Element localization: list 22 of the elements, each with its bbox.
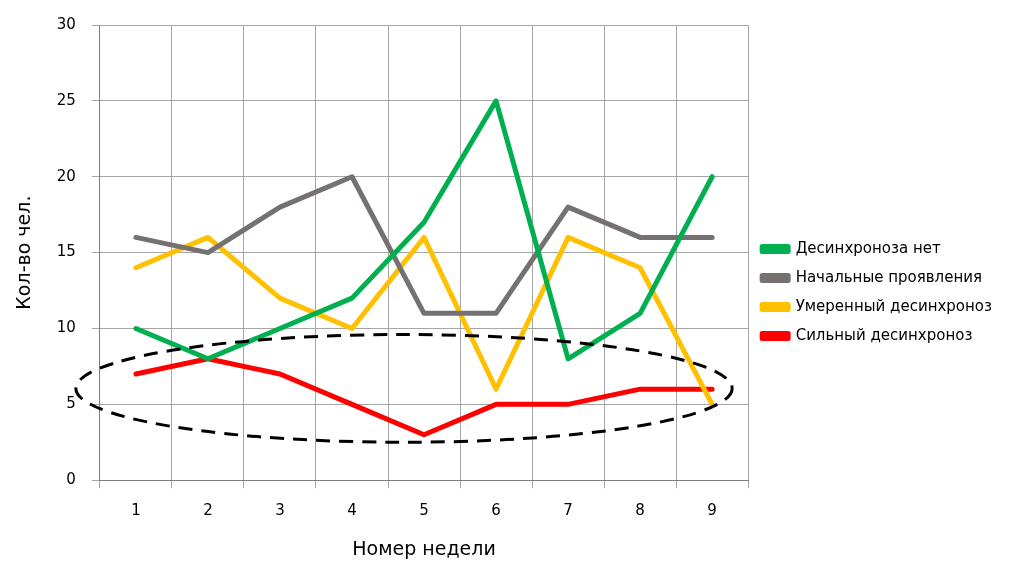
x-tick-label: 3: [275, 501, 285, 520]
y-tick-label: 30: [56, 14, 76, 33]
x-tick-label: 8: [635, 501, 645, 520]
x-tick-label: 9: [707, 501, 717, 520]
y-tick-label: 5: [66, 394, 76, 413]
x-tick-label: 4: [347, 501, 357, 520]
legend-label: Начальные проявления: [795, 267, 983, 286]
y-tick-label: 25: [56, 90, 76, 109]
x-tick-label: 7: [563, 501, 573, 520]
x-tick-label: 6: [491, 501, 501, 520]
y-tick-label: 0: [66, 470, 76, 489]
x-axis-title: Номер недели: [352, 536, 496, 559]
legend-label: Десинхроноза нет: [795, 238, 941, 257]
y-tick-label: 20: [56, 166, 76, 185]
y-tick-label: 10: [56, 318, 76, 337]
x-tick-label: 2: [203, 501, 213, 520]
y-tick-label: 15: [56, 242, 76, 261]
legend-label: Умеренный десинхроноз: [795, 296, 993, 315]
x-tick-label: 1: [131, 501, 141, 520]
x-tick-label: 5: [419, 501, 429, 520]
y-axis-title: Кол-во чел.: [12, 195, 35, 310]
legend-label: Сильный десинхроноз: [795, 325, 973, 344]
